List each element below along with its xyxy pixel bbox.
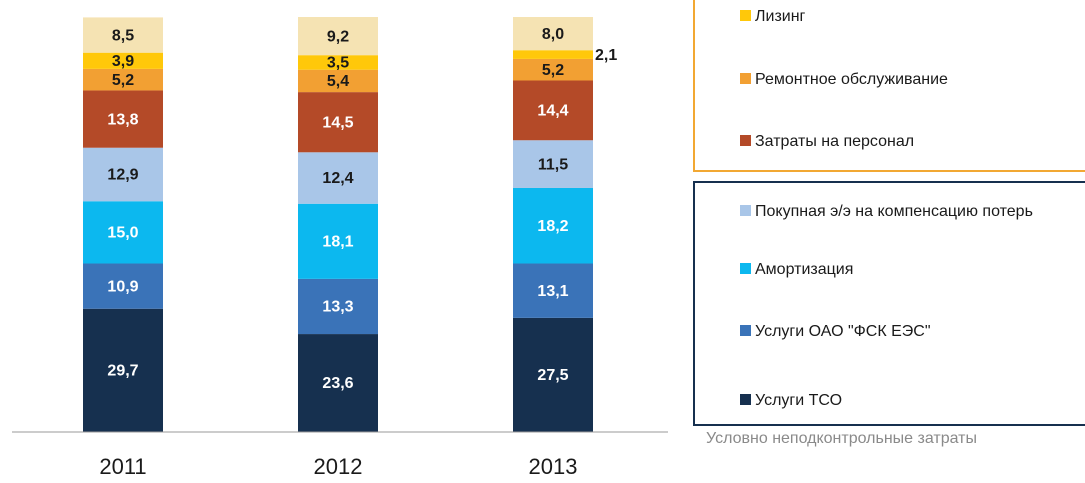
bar-segment xyxy=(513,140,593,188)
bar-segment xyxy=(83,68,163,91)
bar-segment xyxy=(83,52,163,69)
value-label: 15,0 xyxy=(107,225,138,242)
value-label: 27,5 xyxy=(537,367,568,384)
value-label: 29,7 xyxy=(107,363,138,380)
legend-swatch xyxy=(740,10,751,21)
legend-swatch xyxy=(740,325,751,336)
bar-segment xyxy=(83,308,163,432)
value-label: 2,1 xyxy=(595,47,617,64)
value-label: 3,5 xyxy=(327,55,349,72)
value-label: 18,2 xyxy=(537,218,568,235)
legend-item: Затраты на персонал xyxy=(740,131,914,153)
bar-segment xyxy=(298,17,378,56)
legend-item: Покупная э/э на компенсацию потерь xyxy=(740,201,1033,223)
value-label: 9,2 xyxy=(327,28,349,45)
bar-segment xyxy=(298,278,378,335)
legend-label: Затраты на персонал xyxy=(755,133,915,150)
legend-label: Амортизация xyxy=(755,261,854,278)
value-label: 13,1 xyxy=(537,283,568,300)
legend-box-bottom xyxy=(693,181,1085,426)
legend-swatch xyxy=(740,205,751,216)
x-tick-label: 2013 xyxy=(529,454,578,479)
legend-item: Ремонтное обслуживание xyxy=(740,69,948,91)
x-tick-label: 2012 xyxy=(314,454,363,479)
value-label: 18,1 xyxy=(322,234,353,251)
value-label: 5,2 xyxy=(112,72,134,89)
bar-segment xyxy=(298,152,378,204)
bar-segment xyxy=(513,50,593,59)
bar-segment xyxy=(513,17,593,51)
legend-label: Лизинг xyxy=(755,8,806,25)
value-label: 5,4 xyxy=(327,73,349,90)
value-label: 12,4 xyxy=(322,170,353,187)
legend-label: Услуги ОАО "ФСК ЕЭС" xyxy=(755,323,931,340)
bar-segment xyxy=(83,17,163,53)
value-label: 23,6 xyxy=(322,375,353,392)
bar-segment xyxy=(83,201,163,264)
bar-segment xyxy=(513,317,593,432)
bar-segment xyxy=(298,203,378,279)
chart: 29,7 10,9 15,0 12,9 13,8 5,2 3,9 8,5 2011 23,6 13,… xyxy=(12,17,668,479)
value-label: 13,3 xyxy=(322,299,353,316)
value-label: 8,0 xyxy=(542,26,564,43)
legend-label: Услуги ТСО xyxy=(755,392,843,409)
bar-segment xyxy=(298,69,378,93)
value-label: 3,9 xyxy=(112,53,134,70)
legend-label: Покупная э/э на компенсацию потерь xyxy=(755,203,1033,220)
legend-swatch xyxy=(740,394,751,405)
legend-box-top xyxy=(693,0,1085,172)
bar-segment xyxy=(513,187,593,264)
bar-segment xyxy=(83,90,163,148)
bar-segment xyxy=(298,334,378,432)
legend-item: Лизинг xyxy=(740,6,805,28)
value-label: 14,5 xyxy=(322,114,353,131)
bar-segment xyxy=(513,80,593,141)
value-label: 8,5 xyxy=(112,27,134,44)
bar-segment xyxy=(83,263,163,309)
value-label: 12,9 xyxy=(107,167,138,184)
annotation: Условно неподконтрольные затраты xyxy=(706,430,977,447)
legend-item: Услуги ОАО "ФСК ЕЭС" xyxy=(740,321,931,343)
value-label: 10,9 xyxy=(107,278,138,295)
bar-segment xyxy=(298,55,378,70)
value-label: 13,8 xyxy=(107,111,138,128)
bar-segment xyxy=(298,92,378,153)
legend-swatch xyxy=(740,73,751,84)
bar-segment xyxy=(83,147,163,202)
value-label: 14,4 xyxy=(537,103,568,120)
legend-swatch xyxy=(740,135,751,146)
legend-swatch xyxy=(740,263,751,274)
bar-segment xyxy=(513,263,593,318)
value-label: 11,5 xyxy=(538,156,568,173)
legend-item: Амортизация xyxy=(740,259,853,281)
x-tick-label: 2011 xyxy=(99,454,146,479)
legend-item: Услуги ТСО xyxy=(740,390,842,412)
value-label: 5,2 xyxy=(542,62,564,79)
bar-segment xyxy=(513,58,593,81)
legend-label: Ремонтное обслуживание xyxy=(755,71,948,88)
